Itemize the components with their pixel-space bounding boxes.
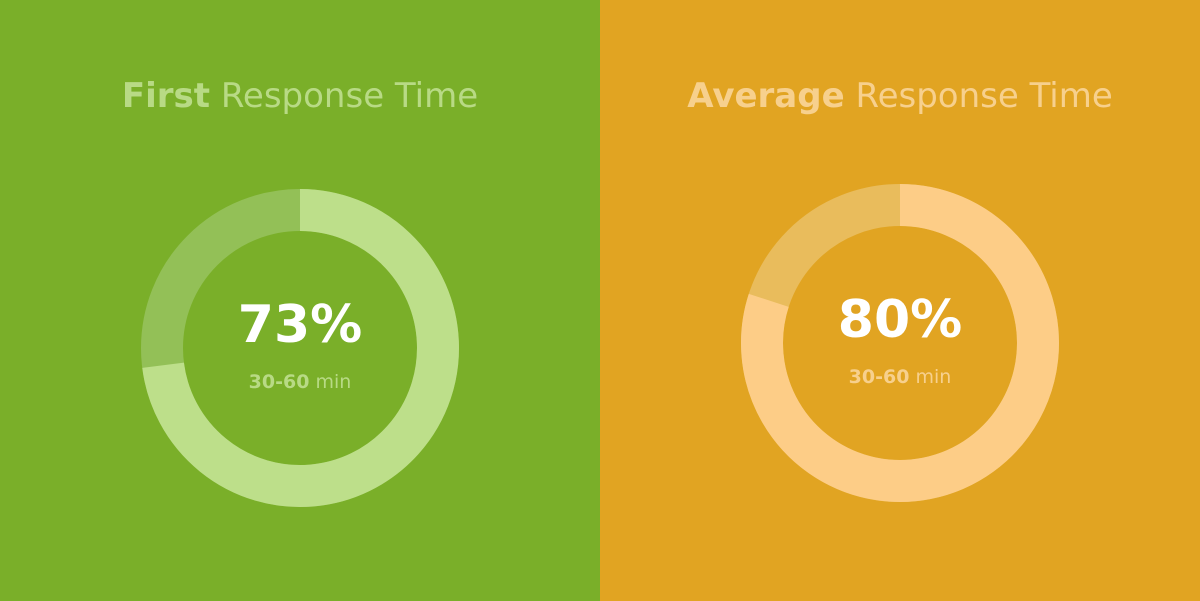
donut-arc [741, 184, 1059, 502]
subtitle-bold: 30-60 [849, 366, 910, 388]
subtitle: 30-60 min [849, 366, 952, 388]
title-regular: Response Time [855, 76, 1112, 116]
panel-title: Average Response Time [687, 76, 1113, 116]
percent-label: 73% [238, 295, 362, 355]
donut-arc [142, 189, 459, 507]
subtitle-regular: min [915, 366, 951, 388]
panel-title: First Response Time [122, 76, 478, 116]
subtitle-regular: min [315, 371, 351, 393]
title-bold: Average [687, 76, 844, 116]
subtitle-bold: 30-60 [249, 371, 310, 393]
title-regular: Response Time [221, 76, 478, 116]
title-bold: First [122, 76, 210, 116]
percent-label: 80% [838, 290, 962, 350]
subtitle: 30-60 min [249, 371, 352, 393]
